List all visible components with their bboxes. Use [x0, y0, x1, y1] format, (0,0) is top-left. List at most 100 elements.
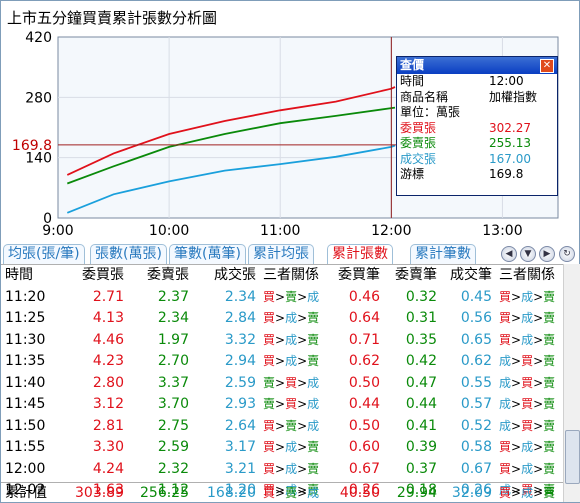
relation-glyph: >	[511, 375, 522, 390]
quote-popup-header[interactable]: 查價 ✕	[397, 57, 557, 74]
table-scrollbar[interactable]	[563, 264, 580, 502]
x-axis: 9:00 10:00 11:00 13:00	[42, 223, 522, 239]
table-cell: 0.26	[348, 482, 380, 498]
relation-glyph: 買	[499, 332, 512, 347]
scroll-down-icon[interactable]: ▼	[520, 246, 536, 262]
relation-glyph: 賣	[307, 440, 320, 454]
relation-glyph: 買	[499, 486, 512, 500]
relation-cell: 成>買>賣	[499, 373, 555, 395]
table-row[interactable]: 11:25 4.13 2.34 2.84 買>成>賣 0.64 0.31 0.56 買>成>賣	[1, 308, 563, 330]
relation-glyph: >	[275, 483, 286, 497]
relation-glyph: 賣	[285, 418, 298, 433]
tab-5[interactable]: 累計筆數	[410, 244, 476, 264]
table-row[interactable]: 11:45 3.12 3.70 2.93 賣>買>成 0.44 0.44 0.57 成>買>賣	[1, 394, 563, 416]
table-cell: 4.13	[92, 310, 124, 326]
table-row[interactable]: 12:02 1.63 1.12 1.20 買>成>賣 0.26 0.18 0.26 成>買>賣	[1, 480, 563, 502]
table-row[interactable]: 11:40 2.80 3.37 2.59 賣>買>成 0.50 0.47 0.55 成>買>賣	[1, 373, 563, 395]
relation-glyph: >	[297, 397, 308, 411]
table-cell: 0.31	[405, 310, 437, 326]
relation-glyph: >	[511, 440, 522, 454]
relation-glyph: >	[275, 418, 286, 433]
relation-glyph: >	[511, 289, 522, 304]
quote-popup-rows: 時間 12:00 商品名稱 加權指數 單位：萬張 委買張 302.27 委賣張 255.13 成交…	[397, 74, 557, 183]
table-cell: 3.21	[224, 460, 256, 477]
cursor-value-label: 169.8	[12, 138, 52, 154]
table-cell: 3.32	[224, 331, 256, 348]
tab-4[interactable]: 累計張數	[327, 244, 393, 264]
relation-glyph: 成	[285, 461, 298, 476]
table-cell: 1.12	[157, 482, 189, 498]
table-cell: 0.52	[460, 417, 492, 434]
table-cell: 2.59	[224, 374, 256, 391]
tab-1[interactable]: 張數(萬張)	[90, 244, 167, 264]
y-tick-label: 280	[25, 90, 52, 106]
quote-row: 委買張 302.27	[397, 121, 557, 137]
tab-2[interactable]: 筆數(萬筆)	[169, 244, 246, 264]
relation-glyph: >	[511, 397, 522, 411]
table-cell: 3.70	[157, 396, 189, 412]
relation-glyph: 買	[263, 440, 276, 454]
relation-glyph: 賣	[307, 483, 320, 497]
relation-cell: 買>賣>成	[263, 416, 319, 438]
column-header: 三者關係	[499, 267, 555, 283]
footer-cell: 303.89	[75, 485, 124, 501]
close-icon[interactable]: ✕	[540, 59, 554, 73]
series-line-1	[66, 106, 396, 185]
table-cell: 0.44	[405, 396, 437, 412]
relation-glyph: >	[533, 397, 544, 411]
relation-glyph: 買	[499, 311, 512, 325]
quote-popup[interactable]: 查價 ✕ 時間 12:00 商品名稱 加權指數 單位：萬張 委買張 302.27 委賣張 255…	[396, 56, 558, 196]
relation-glyph: 賣	[543, 486, 556, 500]
relation-glyph: >	[297, 311, 308, 325]
table-cell: 2.84	[224, 310, 256, 326]
table-cell: 11:55	[5, 439, 46, 455]
relation-glyph: 賣	[543, 375, 556, 390]
relation-glyph: 成	[499, 418, 512, 433]
relation-glyph: 買	[521, 418, 534, 433]
table-row[interactable]: 11:20 2.71 2.37 2.34 買>賣>成 0.46 0.32 0.45 買>成>賣	[1, 287, 563, 309]
tab-3[interactable]: 累計均張	[248, 244, 314, 264]
scrollbar-thumb[interactable]	[565, 430, 580, 484]
relation-glyph: >	[533, 289, 544, 304]
relation-glyph: >	[533, 483, 544, 497]
relation-glyph: >	[275, 375, 286, 390]
relation-glyph: 成	[521, 289, 534, 304]
table-cell: 0.71	[348, 331, 380, 348]
table-row[interactable]: 11:55 3.30 2.59 3.17 買>成>賣 0.60 0.39 0.58 買>成>賣	[1, 437, 563, 459]
footer-cell: 256.25	[140, 485, 189, 501]
relation-glyph: 成	[521, 486, 534, 500]
relation-glyph: 買	[285, 375, 298, 390]
table-row[interactable]: 11:35 4.23 2.70 2.94 買>成>賣 0.62 0.42 0.62 成>買>賣	[1, 351, 563, 373]
scroll-left-icon[interactable]: ◀	[501, 246, 517, 262]
table-cell: 12:02	[5, 482, 46, 498]
relation-cell: 買>成>賣	[499, 437, 555, 459]
relation-glyph: >	[511, 332, 522, 347]
table-cell: 0.37	[405, 460, 437, 477]
relation-glyph: 買	[499, 461, 512, 476]
column-header: 委買張	[82, 267, 124, 283]
table-row[interactable]: 12:00 4.24 2.32 3.21 買>成>賣 0.67 0.37 0.67 買>成>賣	[1, 459, 563, 481]
column-header: 委賣張	[147, 267, 189, 283]
column-header: 三者關係	[263, 267, 319, 283]
table-row[interactable]: 11:30 4.46 1.97 3.32 買>成>賣 0.71 0.35 0.65 買>成>賣	[1, 330, 563, 352]
relation-glyph: >	[533, 311, 544, 325]
relation-glyph: >	[297, 440, 308, 454]
relation-glyph: >	[297, 461, 308, 476]
relation-glyph: 成	[307, 418, 320, 433]
table-cell: 0.60	[348, 439, 380, 455]
y-tick-label: 420	[25, 30, 52, 46]
refresh-icon[interactable]: ↻	[559, 246, 575, 262]
table-cell: 3.17	[224, 439, 256, 455]
scroll-right-icon[interactable]: ▶	[539, 246, 555, 262]
relation-glyph: 賣	[543, 397, 556, 411]
table-row[interactable]: 11:50 2.81 2.75 2.64 買>賣>成 0.50 0.41 0.52 成>買>賣	[1, 416, 563, 438]
tab-0[interactable]: 均張(張/筆)	[3, 244, 85, 264]
relation-glyph: 成	[499, 354, 512, 368]
table-cell: 0.41	[405, 417, 437, 434]
y-tick-label: 0	[43, 211, 52, 227]
footer-cell: 32.09	[451, 485, 492, 501]
table-cell: 0.64	[348, 310, 380, 326]
relation-glyph: >	[511, 483, 522, 497]
table-cell: 2.32	[157, 460, 189, 477]
